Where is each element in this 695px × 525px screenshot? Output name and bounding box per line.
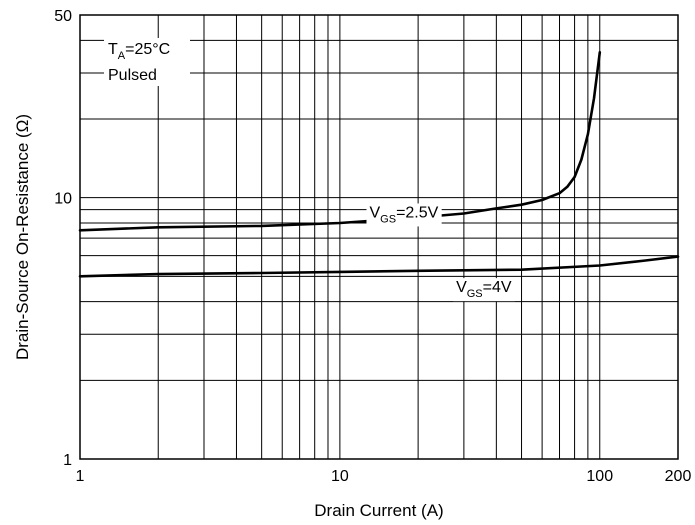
y-tick-label: 1: [63, 452, 72, 469]
ta-value: =25°C: [125, 41, 170, 58]
conditions-annotation: TA=25°C Pulsed: [104, 38, 190, 86]
series-line-2: [78, 255, 680, 278]
ta-prefix: T: [108, 41, 118, 58]
curves: [78, 51, 680, 278]
series-label-text: VGS=4V: [456, 279, 512, 300]
series-label-1: VGS=2.5V: [366, 203, 442, 227]
y-axis-label: Drain-Source On-Resistance (Ω): [13, 114, 32, 360]
grid-lines: [80, 15, 679, 459]
series-label-2: VGS=4V: [453, 278, 515, 302]
label-value: =2.5V: [396, 204, 439, 221]
x-tick-label: 100: [586, 468, 613, 485]
series-label-background: [366, 203, 442, 227]
ambient-temperature-label: TA=25°C: [108, 41, 170, 62]
label-prefix: V: [369, 204, 380, 221]
ta-subscript: A: [118, 50, 126, 62]
x-tick-label: 10: [331, 468, 349, 485]
label-subscript: GS: [380, 213, 396, 225]
label-value: =4V: [483, 279, 512, 296]
series-label-background: [453, 278, 515, 302]
plot-frame: [79, 14, 679, 460]
x-tick-label: 1: [76, 468, 85, 485]
series-line-1: [78, 51, 602, 232]
y-tick-label: 10: [54, 191, 72, 208]
label-subscript: GS: [467, 288, 483, 300]
y-tick-label: 50: [54, 8, 72, 25]
pulsed-label: Pulsed: [108, 67, 157, 84]
x-axis-label: Drain Current (A): [314, 501, 443, 520]
conditions-background: [104, 38, 190, 86]
label-prefix: V: [456, 279, 467, 296]
series-label-text: VGS=2.5V: [369, 204, 438, 225]
tick-labels: 1 10 100 200 1 10 50: [54, 8, 691, 485]
x-tick-label: 200: [665, 468, 692, 485]
